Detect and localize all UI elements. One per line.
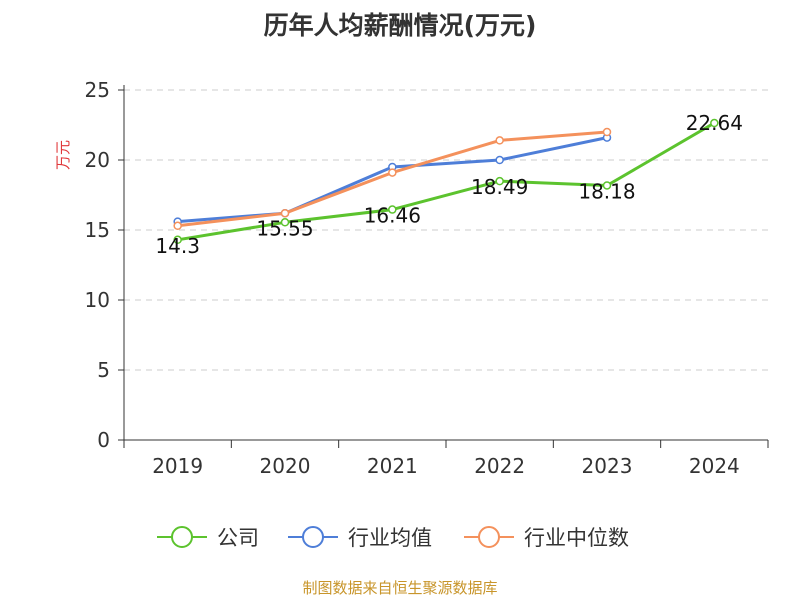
legend-marker-1	[302, 526, 324, 548]
legend-item-1[interactable]: 行业均值	[288, 526, 432, 550]
series-0-point-2024[interactable]	[710, 118, 719, 128]
chart-title: 历年人均薪酬情况(万元)	[263, 11, 537, 40]
data-label-2021: 16.46	[364, 204, 421, 228]
data-label-2022: 18.49	[471, 175, 528, 199]
series-2-point-2023[interactable]	[602, 127, 612, 137]
y-tick-label-5: 5	[97, 358, 110, 382]
series-2-point-2022[interactable]	[495, 136, 504, 145]
series-2-point-2020[interactable]	[280, 208, 290, 218]
y-tick-label-10: 10	[85, 288, 110, 312]
x-tick-label-2021: 2021	[367, 454, 418, 478]
y-tick-label-15: 15	[85, 218, 110, 242]
axis-layer: 0 5 10 15 20 25 万元 2019 2020 2021 2022 2023 2024	[54, 78, 769, 478]
legend-label-2: 行业中位数	[524, 526, 629, 550]
series-1-point-2022[interactable]	[495, 155, 504, 165]
x-tick-label-2022: 2022	[474, 454, 525, 478]
legend-label-1: 行业均值	[348, 526, 432, 550]
x-tick-label-2020: 2020	[260, 454, 311, 478]
series-0-point-2023[interactable]	[602, 181, 612, 190]
legend-marker-2	[478, 526, 500, 548]
y-tick-label-20: 20	[85, 148, 110, 172]
legend-marker-0	[171, 526, 193, 548]
series-layer	[173, 118, 719, 245]
legend-item-2[interactable]: 行业中位数	[464, 526, 629, 550]
legend-layer[interactable]: 公司 行业均值 行业中位数	[157, 526, 629, 550]
x-tick-label-2019: 2019	[152, 454, 203, 478]
data-label-2023: 18.18	[578, 179, 635, 203]
series-0-point-2019[interactable]	[173, 235, 182, 245]
label-layer: 14.3 15.55 16.46 18.49 18.18 22.64	[155, 111, 743, 258]
series-2-point-2019[interactable]	[173, 221, 182, 231]
series-line-0	[177, 121, 716, 242]
data-label-2020: 15.55	[256, 216, 313, 240]
source-note: 制图数据来自恒生聚源数据库	[302, 579, 498, 597]
grid-layer	[124, 89, 768, 371]
series-0-point-2022[interactable]	[495, 176, 504, 186]
y-tick-label-25: 25	[85, 78, 110, 102]
legend-item-0[interactable]: 公司	[157, 526, 259, 550]
y-axis-label: 万元	[54, 140, 72, 170]
data-label-2019: 14.3	[155, 234, 200, 258]
data-label-2024: 22.64	[686, 111, 743, 135]
series-0-point-2021[interactable]	[388, 205, 397, 214]
x-tick-label-2024: 2024	[689, 454, 740, 478]
series-0-point-2020[interactable]	[280, 218, 290, 227]
x-tick-label-2023: 2023	[582, 454, 633, 478]
y-tick-label-0: 0	[97, 428, 110, 452]
legend-label-0: 公司	[217, 526, 259, 550]
series-2-point-2021[interactable]	[388, 168, 397, 177]
